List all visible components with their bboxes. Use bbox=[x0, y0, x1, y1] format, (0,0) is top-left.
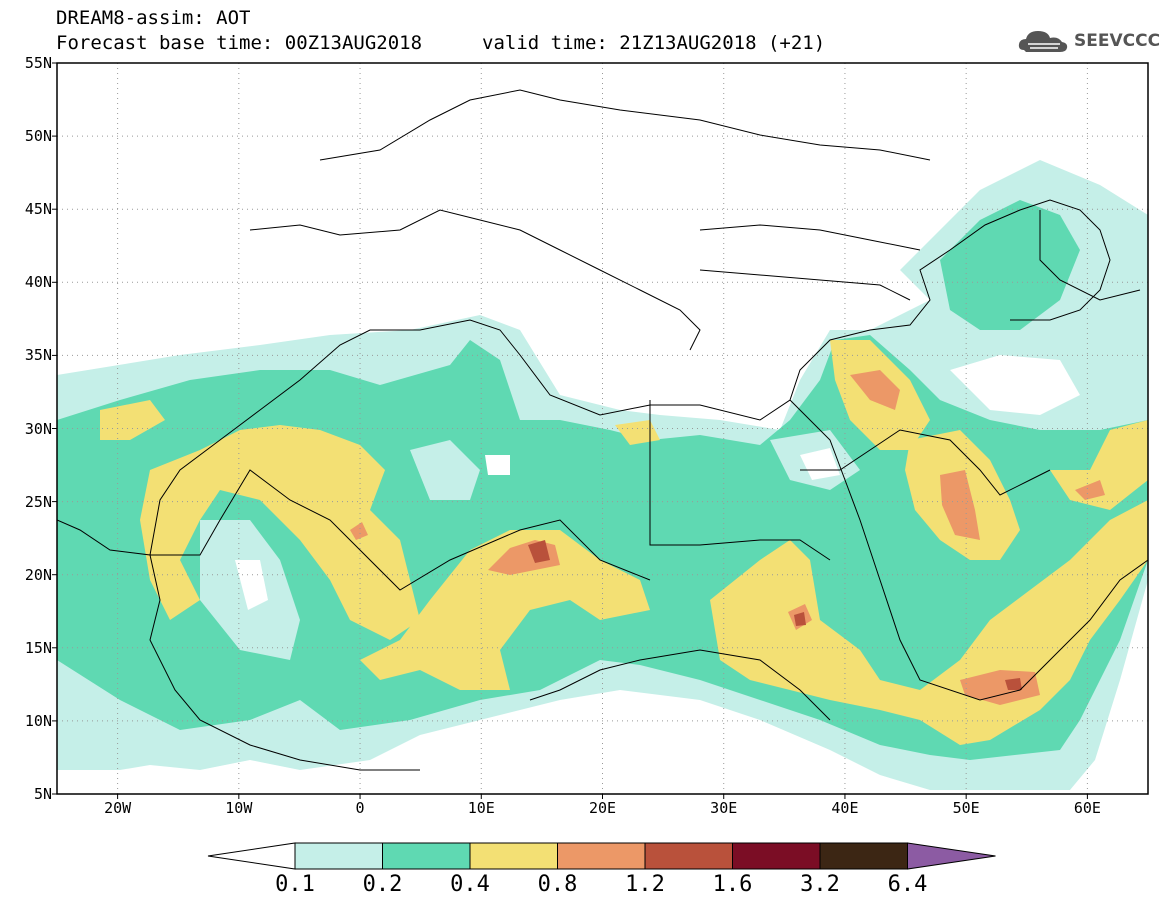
lon-tick-label: 10E bbox=[467, 799, 495, 817]
colorbar-label: 0.1 bbox=[275, 872, 315, 897]
colorbar-label: 1.6 bbox=[712, 872, 753, 897]
valid-time: valid time: 21Z13AUG2018 (+21) bbox=[482, 32, 826, 54]
aot-level-1.2 bbox=[528, 540, 1022, 690]
colorbar-label: 3.2 bbox=[800, 872, 840, 897]
lat-tick-label: 50N bbox=[24, 127, 52, 146]
lon-tick-label: 50E bbox=[952, 799, 980, 817]
chart-title: DREAM8-assim: AOT bbox=[56, 7, 251, 29]
lon-tick-label: 30E bbox=[710, 799, 738, 817]
aot-field bbox=[57, 160, 1148, 790]
colorbar-label: 0.8 bbox=[537, 872, 578, 897]
lon-tick-label: 20W bbox=[104, 799, 132, 817]
axis-ticks bbox=[52, 62, 1088, 799]
logo-text: SEEVCCC bbox=[1074, 31, 1161, 51]
lon-tick-label: 40E bbox=[831, 799, 859, 817]
colorbar-label: 0.4 bbox=[450, 872, 490, 897]
lat-tick-label: 30N bbox=[24, 419, 52, 438]
lat-tick-label: 10N bbox=[24, 711, 52, 730]
lat-tick-label: 20N bbox=[24, 565, 52, 584]
lat-tick-label: 45N bbox=[24, 200, 52, 219]
lon-tick-label: 10W bbox=[225, 799, 253, 817]
coastlines bbox=[57, 89, 1148, 771]
lat-tick-label: 35N bbox=[24, 346, 52, 365]
lon-tick-label: 60E bbox=[1073, 799, 1101, 817]
lat-tick-label: 55N bbox=[24, 54, 52, 72]
aot-clear-patches bbox=[235, 355, 1080, 610]
lat-tick-label: 25N bbox=[24, 492, 52, 511]
colorbar-label: 6.4 bbox=[887, 872, 928, 897]
lat-tick-label: 40N bbox=[24, 273, 52, 292]
gridlines bbox=[57, 63, 1148, 794]
forecast-base-time: Forecast base time: 00Z13AUG2018 bbox=[56, 32, 423, 54]
lat-tick-label: 5N bbox=[33, 785, 52, 803]
lon-tick-label: 20E bbox=[588, 799, 617, 817]
lat-tick-label: 15N bbox=[24, 638, 52, 657]
cloud-icon bbox=[1018, 31, 1068, 52]
lon-tick-label: 0 bbox=[355, 799, 365, 817]
colorbar-label: 1.2 bbox=[625, 872, 665, 897]
seevccc-logo: SEEVCCC bbox=[1016, 26, 1160, 56]
colorbar-label: 0.2 bbox=[362, 872, 403, 897]
